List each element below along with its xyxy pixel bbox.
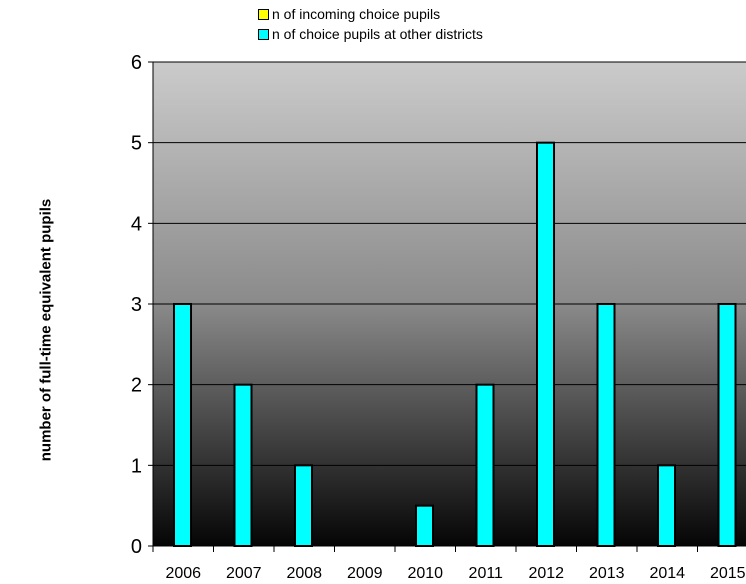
y-tick-label: 6: [131, 52, 142, 74]
legend-swatch-incoming: [258, 8, 269, 20]
bar-other-districts: [717, 303, 737, 547]
x-tick-label: 2007: [226, 565, 262, 582]
legend-label-other-districts: n of choice pupils at other districts: [272, 26, 483, 42]
x-tick-label: 2015: [710, 565, 746, 582]
y-tick-label: 2: [131, 375, 142, 397]
x-tick-label: 2013: [589, 565, 625, 582]
bar-other-districts: [415, 504, 434, 547]
legend: n of incoming choice pupils n of choice …: [258, 4, 483, 44]
x-tick-label: 2006: [165, 565, 201, 582]
bar-other-districts: [657, 464, 676, 548]
legend-label-incoming: n of incoming choice pupils: [272, 6, 441, 22]
x-tick-label: 2008: [286, 565, 322, 582]
legend-item-other-districts: n of choice pupils at other districts: [258, 24, 483, 44]
bar-other-districts: [294, 464, 313, 548]
bar-other-districts: [233, 383, 253, 547]
x-tick-label: 2014: [649, 565, 685, 582]
x-tick-label: 2009: [347, 565, 383, 582]
legend-item-incoming: n of incoming choice pupils: [258, 4, 483, 24]
x-tick-label: 2011: [469, 565, 504, 582]
bar-other-districts: [596, 303, 616, 547]
y-tick-label: 5: [131, 133, 142, 155]
legend-swatch-other-districts: [258, 28, 269, 40]
y-tick-label: 4: [131, 213, 142, 235]
y-tick-label: 0: [131, 536, 142, 558]
bar-other-districts: [475, 383, 495, 547]
bar-other-districts: [536, 141, 555, 548]
x-tick-label: 2010: [407, 565, 443, 582]
y-tick-label: 1: [131, 455, 142, 477]
x-tick-label: 2012: [528, 565, 564, 582]
bar-other-districts: [173, 303, 192, 547]
y-tick-label: 3: [131, 294, 142, 316]
